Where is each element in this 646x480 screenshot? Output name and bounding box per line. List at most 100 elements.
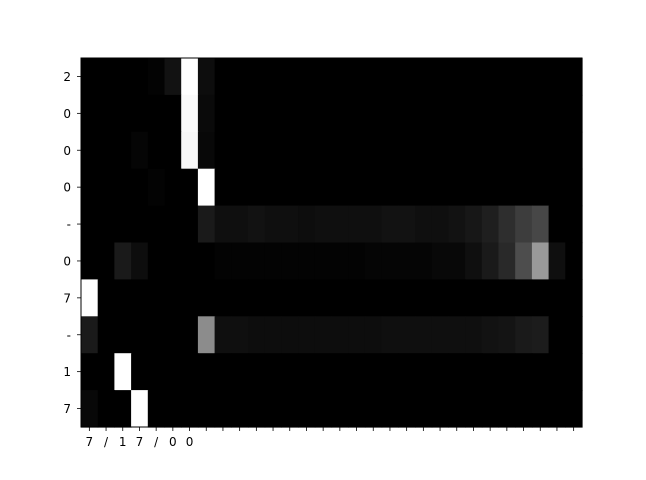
y-tick-label: 0 — [63, 144, 71, 158]
heatmap-cell-r2-c16 — [348, 131, 366, 170]
heatmap-cell-r2-c22 — [448, 131, 466, 170]
heatmap-cell-r2-c24 — [481, 131, 500, 170]
heatmap-cell-r8-c2 — [114, 353, 132, 391]
y-tick-label: 2 — [63, 70, 71, 84]
heatmap-cell-r1-c19 — [398, 94, 416, 133]
heatmap-cell-r9-c1 — [97, 390, 115, 428]
heatmap-cell-r3-c8 — [214, 168, 232, 207]
heatmap-cell-r8-c12 — [281, 353, 299, 391]
heatmap-cell-r4-c23 — [465, 205, 483, 244]
heatmap-cell-r3-c22 — [448, 168, 466, 207]
heatmap-cell-r5-c14 — [314, 242, 333, 280]
x-tick-label: / — [104, 435, 109, 449]
heatmap-cell-r8-c7 — [197, 353, 216, 391]
heatmap-cell-r3-c12 — [281, 168, 299, 207]
heatmap-cell-r0-c27 — [531, 58, 550, 96]
heatmap-cell-r4-c4 — [147, 205, 166, 244]
heatmap-cell-r3-c7 — [197, 168, 216, 207]
heatmap-cell-r6-c5 — [164, 279, 182, 317]
plot-frame — [80, 57, 583, 428]
heatmap-cell-r0-c13 — [298, 58, 316, 96]
heatmap-cell-r0-c12 — [281, 58, 299, 96]
heatmap-cell-r8-c14 — [314, 353, 333, 391]
heatmap-cell-r6-c0 — [81, 279, 99, 317]
heatmap-cell-r7-c0 — [81, 316, 99, 354]
heatmap-cell-r3-c6 — [181, 168, 199, 207]
heatmap-cell-r4-c25 — [498, 205, 516, 244]
heatmap-cell-r4-c12 — [281, 205, 299, 244]
heatmap-cell-r7-c7 — [197, 316, 216, 354]
heatmap-cell-r3-c14 — [314, 168, 333, 207]
heatmap-cell-r8-c27 — [531, 353, 550, 391]
heatmap-cell-r0-c20 — [415, 58, 433, 96]
y-tick-label: - — [67, 328, 71, 342]
heatmap-cell-r5-c7 — [197, 242, 216, 280]
heatmap-cell-r8-c9 — [231, 353, 249, 391]
heatmap-cell-r9-c23 — [465, 390, 483, 428]
heatmap-cell-r7-c1 — [97, 316, 115, 354]
heatmap-cell-r4-c16 — [348, 205, 366, 244]
heatmap-cell-r0-c23 — [465, 58, 483, 96]
heatmap-cell-r0-c22 — [448, 58, 466, 96]
heatmap-cell-r4-c11 — [264, 205, 282, 244]
heatmap-cell-r1-c10 — [248, 94, 266, 133]
heatmap-cell-r9-c27 — [531, 390, 550, 428]
heatmap-cell-r4-c2 — [114, 205, 132, 244]
heatmap-cell-r7-c14 — [314, 316, 333, 354]
heatmap-cell-r7-c3 — [131, 316, 149, 354]
heatmap-cell-r6-c17 — [364, 279, 383, 317]
heatmap-cell-r9-c18 — [381, 390, 399, 428]
heatmap-cell-r5-c21 — [431, 242, 449, 280]
y-tick-label: 0 — [63, 107, 71, 121]
heatmap-cell-r9-c19 — [398, 390, 416, 428]
heatmap-cell-r9-c14 — [314, 390, 333, 428]
heatmap-cell-r1-c6 — [181, 94, 199, 133]
heatmap-cell-r9-c29 — [565, 390, 583, 428]
heatmap-cell-r9-c16 — [348, 390, 366, 428]
heatmap-cell-r6-c2 — [114, 279, 132, 317]
heatmap-cell-r2-c6 — [181, 131, 199, 170]
heatmap-cell-r4-c13 — [298, 205, 316, 244]
heatmap-cell-r7-c24 — [481, 316, 500, 354]
heatmap-cell-r2-c29 — [565, 131, 583, 170]
y-tick-label: - — [67, 218, 71, 232]
heatmap-cell-r5-c0 — [81, 242, 99, 280]
heatmap-cell-r1-c27 — [531, 94, 550, 133]
heatmap-cell-r8-c22 — [448, 353, 466, 391]
heatmap-cell-r0-c10 — [248, 58, 266, 96]
heatmap-cell-r9-c2 — [114, 390, 132, 428]
heatmap-cell-r2-c8 — [214, 131, 232, 170]
heatmap-cell-r8-c8 — [214, 353, 232, 391]
heatmap-cell-r2-c19 — [398, 131, 416, 170]
heatmap-cell-r8-c10 — [248, 353, 266, 391]
heatmap-cell-r9-c0 — [81, 390, 99, 428]
heatmap-cell-r1-c28 — [548, 94, 566, 133]
heatmap-cell-r8-c4 — [147, 353, 166, 391]
heatmap-cell-r0-c18 — [381, 58, 399, 96]
heatmap-cell-r8-c29 — [565, 353, 583, 391]
heatmap-cell-r3-c27 — [531, 168, 550, 207]
heatmap-cell-r7-c15 — [331, 316, 349, 354]
heatmap-cell-r3-c20 — [415, 168, 433, 207]
heatmap-cell-r3-c3 — [131, 168, 149, 207]
heatmap-cell-r1-c2 — [114, 94, 132, 133]
heatmap-cell-r4-c19 — [398, 205, 416, 244]
heatmap-cell-r0-c8 — [214, 58, 232, 96]
heatmap-cell-r6-c7 — [197, 279, 216, 317]
heatmap-cell-r2-c11 — [264, 131, 282, 170]
heatmap-cell-r0-c15 — [331, 58, 349, 96]
heatmap-cell-r6-c12 — [281, 279, 299, 317]
heatmap-cell-r7-c19 — [398, 316, 416, 354]
heatmap-cell-r5-c22 — [448, 242, 466, 280]
y-tick-label: 7 — [63, 291, 71, 305]
heatmap-cell-r2-c18 — [381, 131, 399, 170]
heatmap-cell-r7-c27 — [531, 316, 550, 354]
heatmap-cell-r9-c8 — [214, 390, 232, 428]
heatmap-cell-r8-c26 — [515, 353, 533, 391]
heatmap-cell-r4-c21 — [431, 205, 449, 244]
heatmap-cell-r4-c3 — [131, 205, 149, 244]
heatmap-cell-r8-c16 — [348, 353, 366, 391]
heatmap-cell-r9-c22 — [448, 390, 466, 428]
heatmap-cell-r3-c9 — [231, 168, 249, 207]
heatmap-cell-r7-c8 — [214, 316, 232, 354]
